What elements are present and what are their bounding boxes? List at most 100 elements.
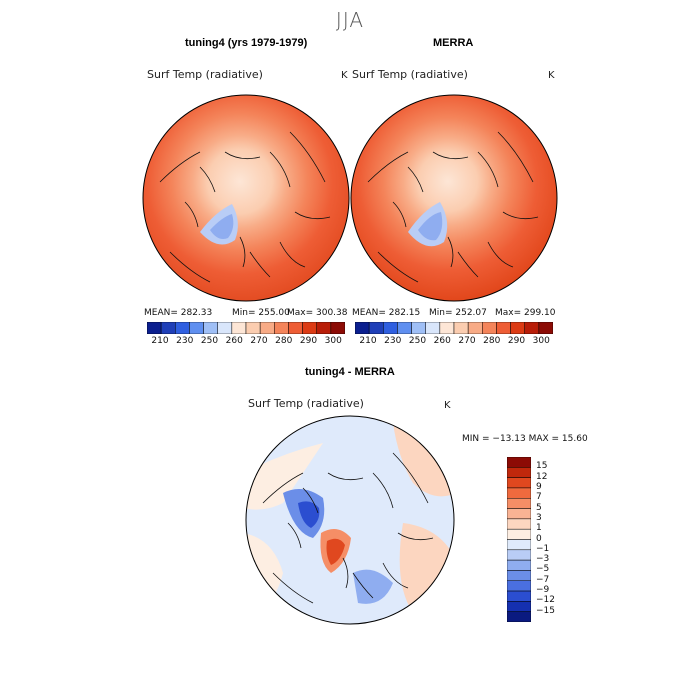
colorbar-swatch <box>510 322 525 334</box>
colorbar-tick-label: 210 <box>151 336 169 346</box>
colorbar-swatch <box>467 322 483 334</box>
colorbar-swatch <box>507 457 531 468</box>
panel-3-warm-patch-ne <box>393 423 454 497</box>
colorbar-swatch <box>507 487 531 499</box>
panel-1-disk <box>143 95 349 301</box>
panel-2-colorbar-ticks: 210 230 250 260 270 280 290 300 <box>355 336 553 348</box>
colorbar-swatch <box>147 322 162 334</box>
page-title: JJA <box>335 8 365 32</box>
colorbar-tick-label: 1 <box>536 523 542 534</box>
colorbar-tick-label: 280 <box>483 336 501 346</box>
colorbar-tick-label: 300 <box>532 336 550 346</box>
colorbar-swatch <box>453 322 469 334</box>
colorbar-tick-label: 7 <box>536 492 542 503</box>
colorbar-swatch <box>507 539 531 551</box>
panel-1-map <box>142 94 350 302</box>
panel-3-border <box>245 415 455 625</box>
panel-1-greenland-core <box>210 214 234 239</box>
panel-2-mean: MEAN= 282.15 <box>352 308 421 318</box>
colorbar-swatch <box>507 601 531 612</box>
panel-3-minmax: MIN = −13.13 MAX = 15.60 <box>462 434 588 444</box>
colorbar-swatch <box>274 322 289 334</box>
panel-2-greenland-core <box>418 212 443 241</box>
panel-2-border <box>350 94 558 302</box>
panel-3-variable: Surf Temp (radiative) <box>248 397 364 410</box>
colorbar-tick-label: 15 <box>536 461 548 472</box>
colorbar-swatch <box>524 322 540 334</box>
colorbar-swatch <box>507 467 531 478</box>
colorbar-tick-label: 12 <box>536 471 548 482</box>
panel-3-warm-greenland-core <box>326 538 345 565</box>
colorbar-swatch <box>288 322 303 334</box>
colorbar-tick-label: 250 <box>408 336 427 346</box>
colorbar-swatch <box>175 322 190 334</box>
colorbar-tick-label: 5 <box>536 502 542 513</box>
colorbar-swatch <box>411 322 426 334</box>
colorbar-swatch <box>496 322 511 334</box>
colorbar-swatch <box>259 322 275 334</box>
colorbar-swatch <box>507 549 531 561</box>
panel-2-max: Max= 299.10 <box>495 308 556 318</box>
panel-1-max: Max= 300.38 <box>287 308 348 318</box>
colorbar-swatch <box>231 322 247 334</box>
colorbar-tick-label: 290 <box>299 336 318 346</box>
panel-1-variable: Surf Temp (radiative) <box>147 68 263 81</box>
panel-2-map <box>350 94 558 302</box>
panel-3-cold-core <box>298 501 320 528</box>
colorbar-swatch <box>160 322 176 334</box>
colorbar-tick-label: 3 <box>536 512 542 523</box>
panel-1-border <box>142 94 350 302</box>
panel-1-title: tuning4 (yrs 1979-1979) <box>185 37 308 49</box>
panel-3-warm-patch-nw <box>246 443 323 510</box>
colorbar-tick-label: 9 <box>536 481 542 492</box>
panel-2-min: Min= 252.07 <box>429 308 487 318</box>
colorbar-tick-label: 230 <box>176 336 194 346</box>
colorbar-swatch <box>507 498 531 509</box>
panel-2-colorbar <box>355 322 553 334</box>
colorbar-swatch <box>316 322 332 334</box>
panel-3-cold-patch-europe <box>353 569 393 604</box>
panel-3-map <box>245 415 455 625</box>
panel-2-units: K <box>548 70 555 81</box>
colorbar-tick-label: 270 <box>458 336 476 346</box>
colorbar-tick-label: −7 <box>536 574 550 585</box>
colorbar-swatch <box>538 322 553 334</box>
colorbar-tick-label: 270 <box>250 336 268 346</box>
colorbar-tick-label: −5 <box>536 564 550 575</box>
panel-3-colorbar <box>507 457 531 622</box>
colorbar-swatch <box>425 322 441 334</box>
panel-1-min: Min= 255.00 <box>232 308 290 318</box>
panel-3-units: K <box>444 400 451 411</box>
panel-3-colorbar-ticks: 15 12 9 7 5 3 1 0 −1 −3 −5 −7 −9 −12 −15 <box>536 457 576 622</box>
colorbar-tick-label: 300 <box>324 336 342 346</box>
colorbar-tick-label: −12 <box>536 595 555 606</box>
colorbar-swatch <box>189 322 204 334</box>
colorbar-swatch <box>203 322 218 334</box>
panel-3-title: tuning4 - MERRA <box>305 366 395 378</box>
colorbar-tick-label: −9 <box>536 585 550 596</box>
panel-2-coastlines <box>367 131 539 283</box>
colorbar-swatch <box>368 322 384 334</box>
colorbar-swatch <box>507 508 531 520</box>
colorbar-tick-label: 210 <box>359 336 377 346</box>
panel-2-disk <box>351 95 557 301</box>
colorbar-tick-label: 260 <box>225 336 243 346</box>
panel-1-mean: MEAN= 282.33 <box>144 308 213 318</box>
colorbar-tick-label: 260 <box>433 336 451 346</box>
colorbar-swatch <box>355 322 370 334</box>
colorbar-tick-label: −15 <box>536 605 555 616</box>
panel-1-colorbar <box>147 322 345 334</box>
colorbar-swatch <box>302 322 317 334</box>
colorbar-tick-label: 290 <box>507 336 526 346</box>
colorbar-tick-label: 0 <box>536 533 542 544</box>
colorbar-tick-label: 280 <box>275 336 293 346</box>
colorbar-swatch <box>330 322 345 334</box>
colorbar-swatch <box>383 322 398 334</box>
panel-1-units: K <box>341 70 348 81</box>
panel-2-title: MERRA <box>433 37 474 49</box>
panel-3-coastlines <box>262 452 434 604</box>
colorbar-tick-label: −1 <box>536 543 550 554</box>
colorbar-swatch <box>245 322 261 334</box>
colorbar-swatch <box>507 570 531 581</box>
colorbar-swatch <box>507 590 531 602</box>
